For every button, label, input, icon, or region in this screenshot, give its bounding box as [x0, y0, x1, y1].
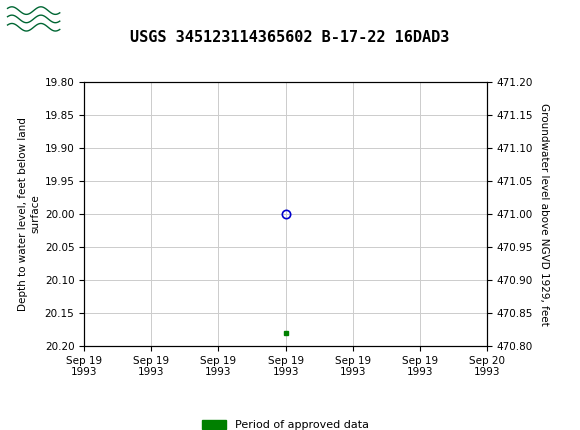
Text: USGS: USGS [70, 10, 110, 28]
Y-axis label: Groundwater level above NGVD 1929, feet: Groundwater level above NGVD 1929, feet [539, 102, 549, 326]
Text: USGS 345123114365602 B-17-22 16DAD3: USGS 345123114365602 B-17-22 16DAD3 [130, 30, 450, 45]
Bar [5, 3, 63, 35]
Legend: Period of approved data: Period of approved data [198, 415, 374, 430]
Y-axis label: Depth to water level, feet below land
surface: Depth to water level, feet below land su… [18, 117, 41, 311]
